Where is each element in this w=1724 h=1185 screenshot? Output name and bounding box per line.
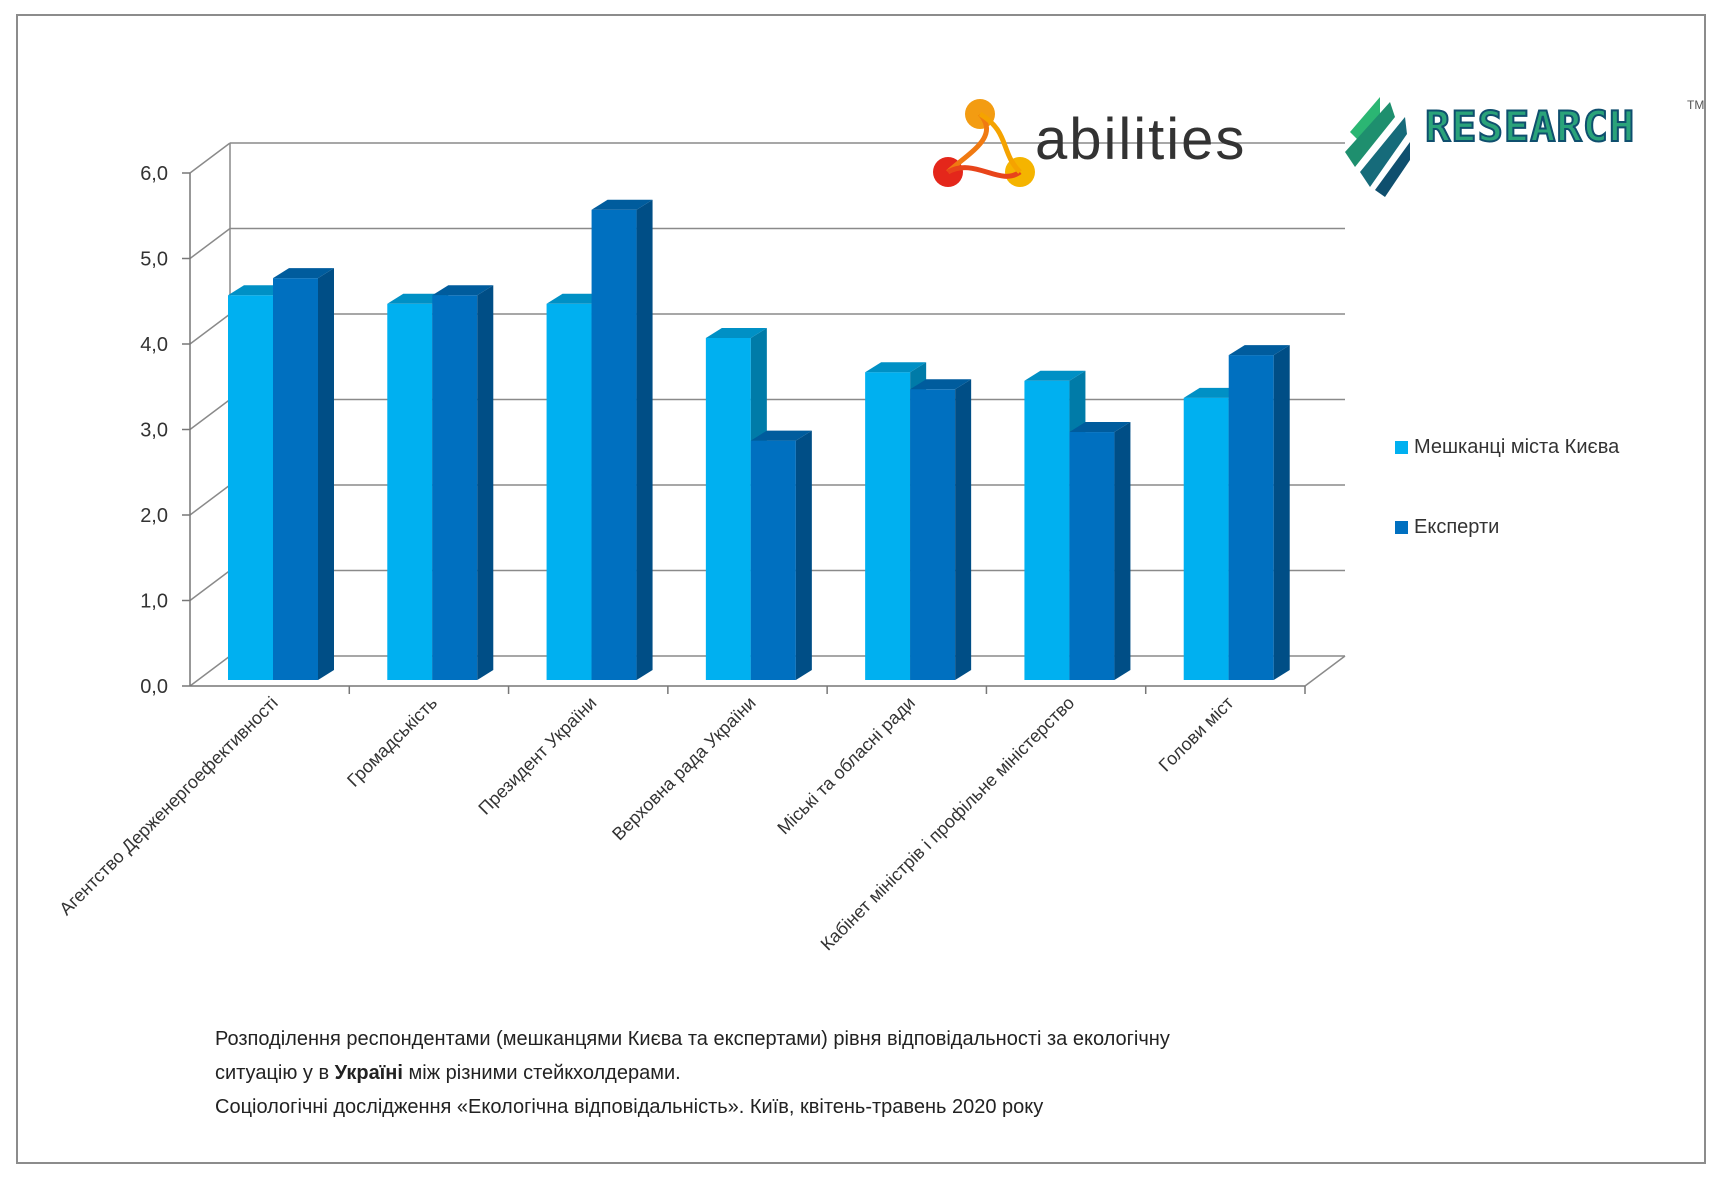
- bar-residents: [228, 295, 273, 680]
- bar-side: [477, 285, 494, 680]
- abilities-logo: abilities: [930, 92, 1300, 202]
- bar-residents: [1024, 380, 1070, 680]
- bar-experts: [432, 295, 478, 680]
- y-tick-label: 3,0: [140, 420, 168, 442]
- bar-top: [1024, 370, 1086, 381]
- abilities-logo-icon: [933, 99, 1035, 187]
- caption-line-1: Розподілення респондентами (мешканцями К…: [215, 1028, 1170, 1050]
- y-tick-label: 5,0: [140, 249, 168, 271]
- research-logo-text: RESEARCH: [1424, 101, 1636, 152]
- bar-top: [705, 328, 767, 338]
- legend-swatch-experts: [1395, 520, 1408, 534]
- bar-top: [865, 362, 927, 373]
- gridline-depth: [189, 313, 231, 345]
- bar-side: [1114, 422, 1131, 680]
- x-category-label: Президент України: [474, 693, 600, 819]
- y-tick-label: 1,0: [140, 591, 168, 613]
- y-tick-label: 4,0: [140, 334, 168, 356]
- gridline-depth: [189, 655, 231, 687]
- gridline-depth: [189, 227, 231, 260]
- bar-side: [955, 379, 972, 680]
- x-category-label: Міські та обласні ради: [773, 693, 919, 839]
- bar-experts: [591, 209, 637, 680]
- bar-side: [1273, 345, 1290, 680]
- bar-experts: [1069, 432, 1115, 680]
- bar-experts: [1228, 355, 1274, 680]
- floor-right-edge: [1304, 655, 1346, 687]
- bar-top: [1069, 422, 1131, 433]
- bar-residents: [705, 338, 751, 680]
- gridline-depth: [189, 484, 231, 516]
- x-category-label: Голови міст: [1155, 693, 1238, 776]
- research-logo: RESEARCH TM: [1335, 72, 1705, 202]
- caption-bold-ukraine: Україні: [334, 1062, 403, 1084]
- caption-line-3: Соціологічні дослідження «Екологічна від…: [215, 1096, 1044, 1118]
- bar-side: [318, 268, 334, 680]
- legend-swatch-residents: [1395, 440, 1408, 454]
- y-tick-label: 6,0: [140, 163, 168, 185]
- gridline-depth: [189, 142, 231, 174]
- bar-top: [750, 430, 812, 441]
- bar-top: [432, 285, 494, 296]
- x-category-label: Агентство Держенергоефективності: [55, 693, 281, 919]
- bar-experts: [273, 278, 318, 680]
- gridline-depth: [189, 569, 231, 602]
- research-logo-icon: [1345, 97, 1410, 197]
- y-tick-label: 2,0: [140, 505, 168, 527]
- x-category-label: Кабінет міністрів і профільне міністерст…: [817, 693, 1079, 955]
- trademark-mark: TM: [1687, 98, 1705, 112]
- bar-experts: [910, 389, 956, 680]
- x-category-label: Верховна рада України: [608, 693, 759, 844]
- y-tick-label: 0,0: [140, 676, 168, 698]
- bar-residents: [865, 372, 911, 680]
- caption-line-2: ситуацію у в Україні між різними стейкхо…: [215, 1062, 681, 1084]
- x-category-label: Громадськість: [343, 693, 441, 791]
- bar-side: [795, 430, 812, 680]
- legend-label-residents: Мешканці міста Києва: [1414, 435, 1620, 458]
- legend-item-experts: Експерти: [1395, 512, 1619, 542]
- legend-label-experts: Експерти: [1414, 515, 1500, 538]
- legend-item-residents: Мешканці міста Києва: [1395, 432, 1619, 462]
- bar-top: [910, 379, 972, 390]
- bar-residents: [387, 303, 433, 680]
- bar-top: [273, 268, 334, 279]
- abilities-logo-text: abilities: [1035, 107, 1247, 172]
- gridline-depth: [189, 398, 231, 431]
- chart-legend: Мешканці міста Києва Експерти: [1395, 432, 1619, 592]
- bar-top: [591, 199, 653, 210]
- bar-experts: [750, 440, 796, 680]
- bar-residents: [546, 303, 592, 680]
- bar-top: [1228, 345, 1290, 356]
- bar-residents: [1183, 397, 1229, 680]
- chart-caption: Розподілення респондентами (мешканцями К…: [215, 1022, 1365, 1124]
- bar-side: [636, 199, 653, 680]
